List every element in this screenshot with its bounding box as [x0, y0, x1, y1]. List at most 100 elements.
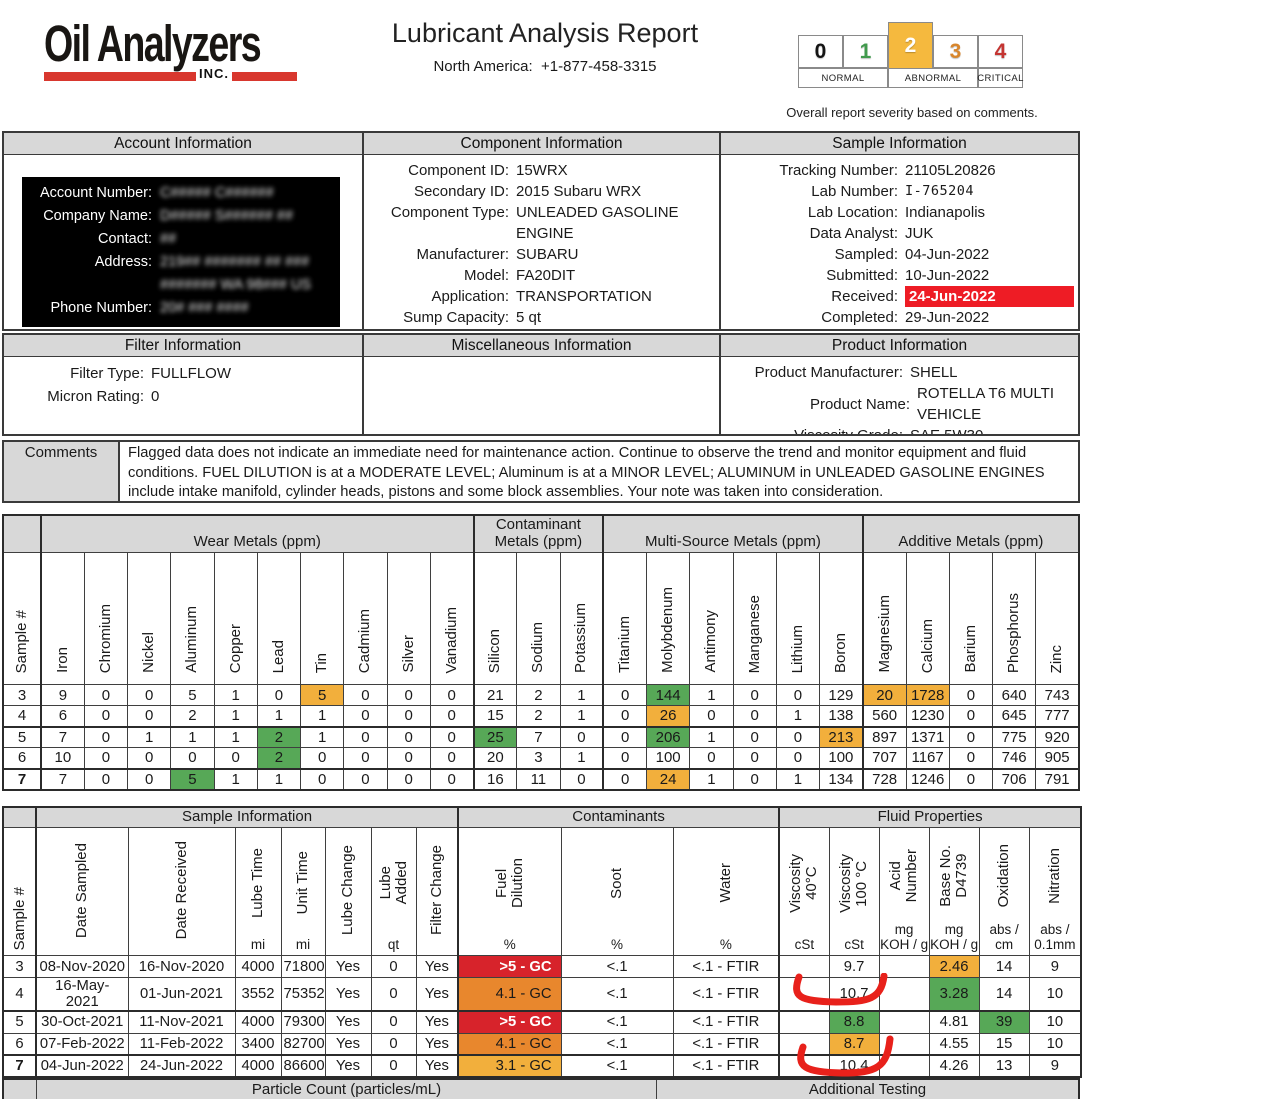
field-value: 10-Jun-2022 [905, 267, 990, 284]
value-cell: 645 [991, 705, 1037, 727]
value-cell: 16 [472, 767, 518, 790]
value-cell: 20 [472, 747, 518, 769]
field-label: Component ID: [408, 162, 509, 179]
column-unit: mi [250, 936, 266, 952]
column-header-text: Potassium [572, 602, 590, 673]
field-label: Filter Type: [70, 365, 144, 382]
field-value: 5 qt [516, 309, 542, 326]
column-header: Zinc [1035, 552, 1080, 685]
value-cell: 3.28 [928, 977, 980, 1012]
value-cell: 2 [516, 684, 561, 706]
panel-title: Product Information [721, 335, 1078, 357]
value-cell: 706 [991, 767, 1037, 790]
column-header: Silver [386, 552, 431, 685]
column-header-text: Iron [53, 647, 71, 673]
info-row-top: Account Information Account Number: C####… [2, 131, 1080, 331]
value-cell [778, 1010, 830, 1034]
column-header-text: Filter Change [427, 845, 445, 936]
value-cell: 0 [343, 725, 388, 748]
value-cell: 791 [1035, 767, 1080, 790]
value-cell: 0 [602, 725, 648, 748]
column-unit: cSt [794, 936, 815, 952]
field-label: Data Analyst: [809, 225, 898, 242]
miscellaneous-information-panel: Miscellaneous Information [362, 333, 721, 436]
table-row-sample-5: 5 7 0 1 1 1 2 1 0 0 0 25 7 0 0 206 1 0 0 213 897 1371 0 775 920 [2, 725, 1080, 748]
column-header-text: Fuel Dilution [492, 857, 526, 909]
value-cell: 8.7 [828, 1032, 880, 1056]
column-header: Silicon [472, 552, 518, 685]
value-cell: 0 [343, 767, 388, 790]
value-cell: 39 [978, 1010, 1030, 1034]
value-cell: Yes [415, 977, 459, 1012]
value-cell: 1 [559, 684, 604, 706]
column-unit: % [503, 937, 516, 952]
severity-group-critical: CRITICAL [977, 68, 1023, 88]
field-row: Product Manufacturer: SHELL [725, 362, 1074, 383]
footer-table-header: Particle Count (particles/mL) Additional… [2, 1078, 1080, 1099]
field-label: Secondary ID: [413, 183, 509, 200]
value-cell [778, 1032, 830, 1056]
value-cell: 16-May-2021 [35, 977, 129, 1012]
table-row-sample-4: 4 16-May-2021 01-Jun-2021 3552 75352 Yes 0 Yes 4… [2, 977, 1082, 1012]
value-cell: 30-Oct-2021 [35, 1010, 129, 1034]
value-cell: 0 [948, 747, 994, 769]
metals-table-wrap: Wear Metals (ppm) Contaminant Metals (ppm… [2, 514, 1080, 791]
value-cell: 0 [370, 955, 417, 978]
field-label: Received: [831, 288, 898, 305]
field-row: Submitted: 10-Jun-2022 [725, 265, 1074, 286]
value-cell: 1728 [905, 684, 950, 706]
field-label: Product Manufacturer: [754, 364, 903, 381]
field-value: 15WRX [516, 162, 568, 179]
column-header-text: Phosphorus [1005, 592, 1023, 673]
value-cell: 775 [991, 725, 1037, 748]
sample-number-cell: 7 [2, 767, 42, 790]
field-row: Component ID: 15WRX [368, 160, 715, 181]
value-cell: 10.4 [828, 1054, 880, 1078]
field-row: Lab Number: I-765204 [725, 181, 1074, 202]
value-cell: 79300 [280, 1010, 326, 1034]
column-header-wrap: Water% [674, 829, 779, 955]
value-cell: 1 [213, 725, 258, 748]
column-header-wrap: Soot% [562, 829, 673, 955]
field-label: Sampled: [834, 246, 898, 263]
value-cell: 1 [256, 767, 302, 790]
redacted-field-row: Contact: ## [30, 228, 332, 251]
value-cell: 14 [978, 955, 1030, 978]
column-header: Potassium [559, 552, 604, 685]
column-header: Acid Number mg KOH / g [878, 827, 930, 956]
value-cell: 2.46 [928, 955, 980, 978]
value-cell: 0 [386, 684, 431, 706]
footer-sample-col [4, 1080, 37, 1099]
logo-text: Oil Analyzers [44, 14, 262, 72]
value-cell: 777 [1035, 705, 1080, 727]
value-cell: 640 [991, 684, 1037, 706]
column-header: Fuel Dilution% [457, 827, 562, 956]
column-header: Filter Change [415, 827, 459, 956]
column-header-text: Viscosity 100 °C [837, 853, 871, 913]
field-label: Application: [431, 288, 509, 305]
logo-inc-text: INC. [196, 65, 232, 81]
column-header-text: Cadmium [356, 608, 374, 673]
column-header-text: Chromium [96, 603, 114, 673]
metals-table: Wear Metals (ppm) Contaminant Metals (ppm… [2, 514, 1080, 791]
field-value: 21105L20826 [905, 162, 996, 179]
value-cell: 71800 [280, 955, 326, 978]
value-cell: 16-Nov-2020 [127, 955, 236, 978]
value-cell: 0 [170, 747, 215, 769]
column-header-text: Oxidation [995, 843, 1013, 908]
value-cell: <.1 [560, 1054, 674, 1078]
value-cell [878, 1032, 930, 1056]
column-header: Magnesium [861, 552, 907, 685]
field-value: JUK [905, 225, 934, 242]
value-cell: 15 [472, 705, 518, 727]
value-cell: 07-Feb-2022 [35, 1032, 129, 1056]
column-header-text: Boron [831, 632, 849, 673]
column-header: Phosphorus [991, 552, 1037, 685]
field-row: Model: FA20DIT [368, 265, 715, 286]
redacted-field-row: Company Name: D##### S###### ## [30, 205, 332, 228]
column-header: Vanadium [429, 552, 475, 685]
value-cell: 3400 [234, 1032, 282, 1056]
value-cell: 905 [1035, 747, 1080, 769]
value-cell: 0 [370, 1054, 417, 1078]
